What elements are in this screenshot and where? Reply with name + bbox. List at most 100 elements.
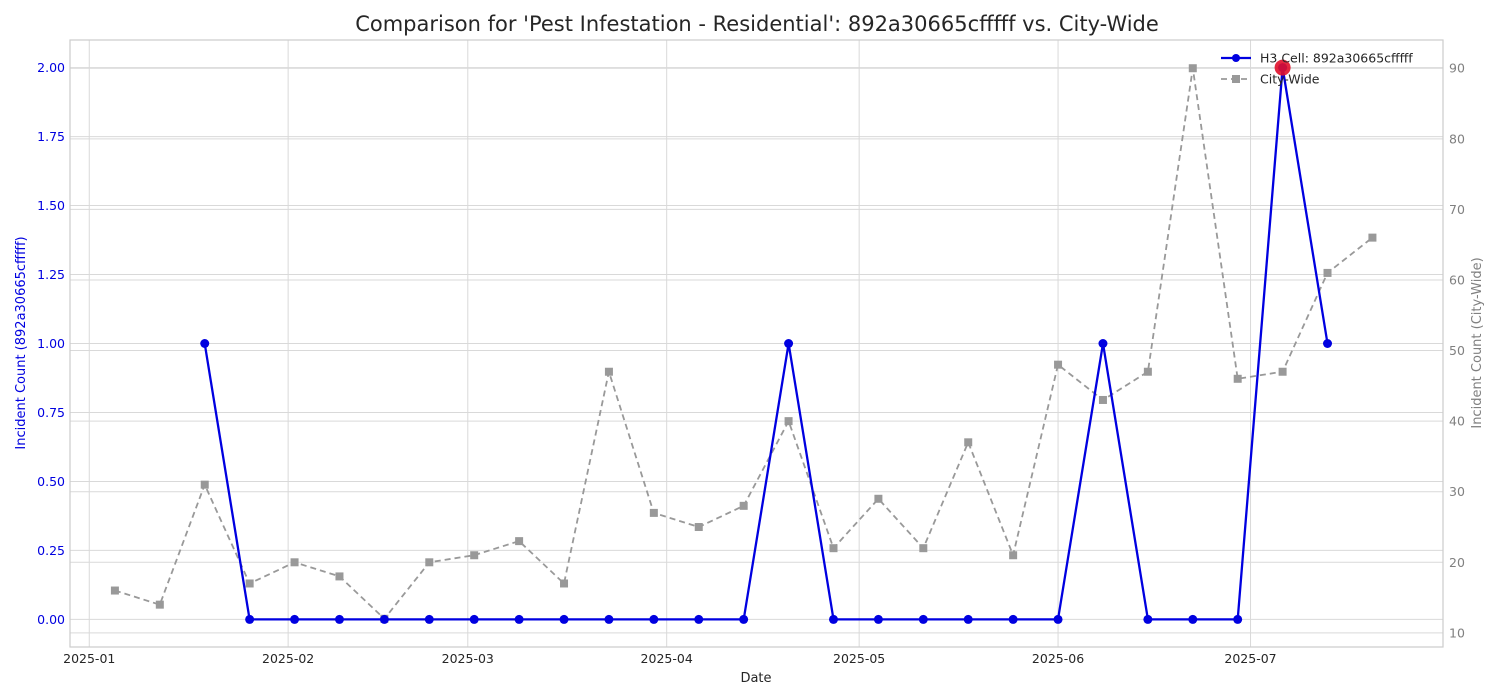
h3-cell-point: [245, 614, 255, 624]
city-wide-point: [649, 508, 658, 517]
y-left-tick-label: 0.75: [37, 405, 65, 420]
city-wide-point: [245, 579, 254, 588]
city-wide-point: [1188, 64, 1197, 73]
highlight-peak-point: [1274, 59, 1291, 76]
city-wide-point: [110, 586, 119, 595]
x-axis-label: Date: [740, 671, 771, 686]
x-tick-label: 2025-03: [442, 651, 494, 666]
city-wide-point: [919, 544, 928, 553]
h3-cell-point: [290, 614, 300, 624]
city-wide-point: [964, 438, 973, 447]
h3-cell-point: [424, 614, 434, 624]
legend-item-cell: H3 Cell: 892a30665cfffff: [1221, 51, 1413, 66]
x-tick-label: 2025-05: [833, 651, 885, 666]
legend-marker-cell: [1232, 54, 1240, 62]
y-left-tick-label: 2.00: [37, 60, 65, 75]
chart-title: Comparison for 'Pest Infestation - Resid…: [355, 12, 1159, 36]
legend-item-city: City-Wide: [1221, 72, 1320, 87]
city-wide-point: [515, 537, 524, 546]
y-right-tick-label: 60: [1449, 272, 1465, 287]
city-wide-point: [425, 558, 434, 567]
city-wide-point: [874, 494, 883, 503]
y-left-tick-label: 0.25: [37, 543, 65, 558]
x-tick-label: 2025-02: [262, 651, 314, 666]
city-wide-point: [739, 501, 748, 510]
y-right-tick-label: 30: [1449, 484, 1465, 499]
h3-cell-point: [334, 614, 344, 624]
y-left-tick-label: 1.50: [37, 198, 65, 213]
city-wide-point: [1233, 374, 1242, 383]
city-wide-point: [560, 579, 569, 588]
legend: H3 Cell: 892a30665cfffff City-Wide: [1221, 51, 1413, 87]
x-tick-label: 2025-06: [1032, 651, 1084, 666]
grid-lines: [70, 40, 1443, 647]
city-wide-point: [694, 523, 703, 532]
h3-cell-point: [1233, 614, 1243, 624]
h3-cell-point: [1008, 614, 1018, 624]
city-wide-point: [1143, 367, 1152, 376]
h3-cell-point: [1143, 614, 1153, 624]
h3-cell-point: [873, 614, 883, 624]
h3-cell-point: [649, 614, 659, 624]
h3-cell-point: [963, 614, 973, 624]
y-left-tick-label: 1.75: [37, 129, 65, 144]
highlight-layer: [1274, 59, 1291, 76]
city-wide-point: [290, 558, 299, 567]
city-wide-point: [335, 572, 344, 581]
y-left-tick-label: 0.50: [37, 474, 65, 489]
h3-cell-point: [200, 339, 210, 348]
y-right-tick-label: 90: [1449, 61, 1465, 76]
y-left-tick-label: 1.00: [37, 336, 65, 351]
series-city-wide: [110, 64, 1377, 623]
city-wide-point: [200, 480, 209, 489]
y-axis-right-label: Incident Count (City-Wide): [1470, 257, 1485, 428]
city-wide-point: [1054, 360, 1063, 369]
city-wide-point: [470, 551, 479, 560]
h3-cell-point: [739, 614, 749, 624]
x-tick-label: 2025-04: [641, 651, 693, 666]
h3-cell-point: [379, 614, 389, 624]
h3-cell-point: [1098, 339, 1108, 348]
y-left-tick-label: 0.00: [37, 612, 65, 627]
legend-label-city: City-Wide: [1260, 72, 1320, 87]
y-axis-right-ticks: 10 20 30 40 50 60 70 80 90: [1449, 61, 1465, 641]
y-right-tick-label: 50: [1449, 343, 1465, 358]
city-wide-point: [1278, 367, 1287, 376]
x-tick-label: 2025-07: [1224, 651, 1276, 666]
city-wide-point: [1009, 551, 1018, 560]
city-wide-point: [1368, 233, 1377, 242]
y-axis-left-ticks: 0.00 0.25 0.50 0.75 1.00 1.25 1.50 1.75 2.00: [37, 60, 65, 627]
y-right-tick-label: 70: [1449, 202, 1465, 217]
y-right-tick-label: 40: [1449, 414, 1465, 429]
city-wide-point: [784, 417, 793, 426]
x-tick-label: 2025-01: [63, 651, 115, 666]
h3-cell-point: [694, 614, 704, 624]
y-right-tick-label: 80: [1449, 131, 1465, 146]
h3-cell-point: [918, 614, 928, 624]
h3-cell-point: [1188, 614, 1198, 624]
h3-cell-line: [203, 67, 1329, 621]
y-left-tick-label: 1.25: [37, 267, 65, 282]
legend-label-cell: H3 Cell: 892a30665cfffff: [1260, 51, 1413, 66]
x-axis-ticks: 2025-01 2025-02 2025-03 2025-04 2025-05 2025-…: [63, 651, 1277, 666]
city-wide-point: [155, 600, 164, 609]
y-axis-left-label: Incident Count (892a30665cfffff): [14, 236, 29, 449]
h3-cell-point: [828, 614, 838, 624]
h3-cell-point: [1053, 614, 1063, 624]
h3-cell-point: [784, 339, 794, 348]
h3-cell-point: [469, 614, 479, 624]
h3-cell-point: [1323, 339, 1333, 348]
city-wide-point: [1323, 268, 1332, 277]
h3-cell-point: [559, 614, 569, 624]
city-wide-point: [829, 544, 838, 553]
city-wide-point: [604, 367, 613, 376]
plot-frame: [69, 39, 1444, 648]
h3-cell-point: [604, 614, 614, 624]
h3-cell-point: [514, 614, 524, 624]
y-right-tick-label: 10: [1449, 625, 1465, 640]
legend-marker-city: [1232, 75, 1240, 83]
series-h3-cell: [200, 63, 1333, 624]
city-wide-point: [1098, 395, 1107, 404]
